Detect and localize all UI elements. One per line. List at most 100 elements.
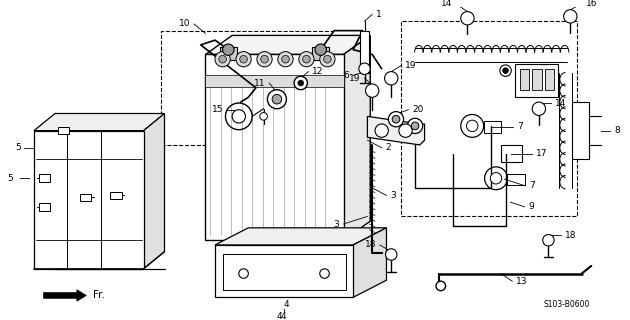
Bar: [222, 254, 345, 290]
Text: 15: 15: [212, 105, 224, 114]
Bar: [110, 192, 122, 199]
Bar: [220, 47, 237, 60]
Text: 7: 7: [517, 122, 523, 131]
Text: 12: 12: [312, 67, 324, 76]
Circle shape: [490, 172, 501, 184]
Bar: [484, 121, 501, 132]
Polygon shape: [144, 114, 164, 269]
Circle shape: [267, 90, 287, 109]
Text: 18: 18: [564, 231, 576, 240]
Polygon shape: [353, 228, 386, 297]
Circle shape: [461, 12, 474, 25]
Bar: [360, 31, 369, 74]
Bar: [205, 76, 343, 87]
Bar: [572, 102, 590, 159]
Text: Fr.: Fr.: [93, 291, 105, 300]
Circle shape: [232, 110, 246, 123]
Bar: [544, 69, 554, 90]
Bar: [39, 203, 50, 211]
Text: 20: 20: [412, 105, 423, 114]
Circle shape: [302, 55, 310, 63]
Text: 13: 13: [516, 277, 527, 286]
Bar: [58, 127, 69, 134]
Circle shape: [365, 84, 379, 97]
Circle shape: [260, 113, 267, 120]
Circle shape: [466, 120, 478, 132]
Polygon shape: [43, 290, 86, 301]
Bar: [80, 194, 91, 201]
Polygon shape: [343, 36, 370, 240]
Bar: [312, 47, 329, 60]
Circle shape: [324, 55, 331, 63]
Circle shape: [503, 68, 508, 74]
Text: 7: 7: [529, 181, 535, 190]
Circle shape: [388, 112, 404, 127]
Polygon shape: [205, 36, 370, 54]
Circle shape: [236, 52, 251, 67]
Circle shape: [298, 80, 304, 86]
Circle shape: [257, 52, 272, 67]
Text: 19: 19: [404, 61, 416, 70]
Text: 3: 3: [333, 220, 339, 228]
Circle shape: [320, 269, 329, 278]
Text: 17: 17: [536, 149, 547, 158]
Circle shape: [282, 55, 289, 63]
Text: 18: 18: [365, 240, 376, 250]
Circle shape: [399, 124, 412, 137]
Bar: [520, 69, 529, 90]
Polygon shape: [367, 116, 425, 145]
Circle shape: [408, 118, 423, 133]
Circle shape: [532, 102, 546, 116]
Circle shape: [375, 124, 388, 137]
Text: 14: 14: [555, 99, 566, 108]
Bar: [34, 131, 144, 269]
Circle shape: [359, 63, 370, 75]
Circle shape: [392, 116, 400, 123]
Text: 3: 3: [390, 191, 396, 200]
Text: 10: 10: [179, 20, 190, 28]
Circle shape: [436, 281, 445, 291]
Text: 1: 1: [376, 10, 382, 19]
Circle shape: [315, 44, 326, 55]
Circle shape: [294, 76, 307, 90]
Circle shape: [261, 55, 268, 63]
Text: 8: 8: [614, 126, 620, 135]
Bar: [215, 245, 353, 297]
Text: 19: 19: [349, 74, 361, 83]
Text: 4: 4: [284, 300, 289, 308]
Circle shape: [215, 52, 230, 67]
Circle shape: [222, 44, 234, 55]
Text: 5: 5: [15, 143, 21, 152]
Bar: [532, 69, 542, 90]
Circle shape: [272, 94, 282, 104]
Circle shape: [411, 122, 419, 130]
Circle shape: [219, 55, 226, 63]
Bar: [161, 31, 332, 145]
Text: 14: 14: [441, 0, 452, 8]
Bar: [507, 173, 525, 185]
Text: 9: 9: [529, 202, 534, 212]
Circle shape: [542, 235, 554, 246]
Text: 5: 5: [8, 174, 13, 183]
Bar: [205, 54, 343, 240]
Text: 6: 6: [343, 71, 349, 80]
Circle shape: [278, 52, 293, 67]
Bar: [501, 145, 522, 162]
Circle shape: [239, 269, 248, 278]
Bar: [515, 64, 558, 97]
Text: 11: 11: [254, 78, 265, 88]
Text: 4: 4: [281, 312, 287, 320]
Circle shape: [386, 249, 397, 260]
Circle shape: [500, 65, 512, 76]
Text: 16: 16: [585, 0, 597, 8]
Circle shape: [299, 52, 314, 67]
Circle shape: [564, 10, 577, 23]
Text: 4: 4: [277, 312, 283, 320]
Bar: [401, 21, 577, 216]
Circle shape: [240, 55, 248, 63]
Circle shape: [320, 52, 335, 67]
Text: S103-B0600: S103-B0600: [543, 300, 590, 308]
Polygon shape: [215, 228, 386, 245]
Bar: [39, 174, 50, 182]
Polygon shape: [34, 114, 164, 131]
